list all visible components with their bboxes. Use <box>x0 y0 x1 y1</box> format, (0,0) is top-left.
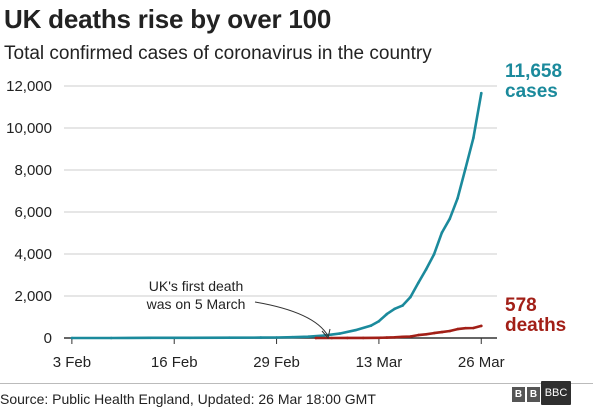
data-point-deaths <box>480 324 483 328</box>
data-point-deaths <box>361 336 365 340</box>
data-point-cases <box>259 336 263 339</box>
data-point-cases <box>70 336 74 340</box>
data-point-cases <box>393 307 397 311</box>
data-point-deaths <box>377 336 381 340</box>
data-point-cases <box>409 295 412 299</box>
data-point-cases <box>188 336 192 340</box>
data-point-deaths <box>464 326 467 330</box>
data-point-cases <box>472 136 475 140</box>
x-tick-label: 26 Mar <box>458 354 505 371</box>
y-tick-label: 8,000 <box>14 162 52 179</box>
data-point-cases <box>322 334 326 337</box>
data-point-cases <box>480 91 483 95</box>
x-tick-label: 3 Feb <box>53 354 91 371</box>
data-point-deaths <box>409 335 412 338</box>
annotation-first-death-line1: UK's first death <box>149 278 244 294</box>
data-point-deaths <box>314 336 318 340</box>
data-point-cases <box>432 253 436 256</box>
y-tick-label: 0 <box>44 330 52 347</box>
source-note: Source: Public Health England, Updated: … <box>0 391 376 407</box>
annotation-arrowhead <box>321 328 331 340</box>
bbc-logo-letter-2: B <box>527 387 540 402</box>
chart-title: UK deaths rise by over 100 <box>4 4 332 34</box>
data-point-cases <box>109 336 113 340</box>
cases-end-label: cases <box>505 81 558 102</box>
data-point-cases <box>338 332 341 335</box>
footer-divider <box>0 383 593 384</box>
data-point-cases <box>369 324 373 327</box>
annotation-first-death-line2: was on 5 March <box>146 296 246 312</box>
data-point-cases <box>456 197 459 200</box>
y-tick-label: 4,000 <box>14 246 52 263</box>
data-point-cases <box>228 336 231 340</box>
annotation-arrow <box>254 301 329 337</box>
series-line-cases <box>70 91 483 340</box>
data-point-cases <box>275 336 278 339</box>
data-point-cases <box>149 336 152 340</box>
x-tick-label: 16 Feb <box>151 354 198 371</box>
bbc-tag: BBC <box>541 381 571 405</box>
data-point-deaths <box>432 331 436 335</box>
data-point-cases <box>464 167 467 170</box>
cases-end-value: 11,658 <box>505 61 562 82</box>
chart-subtitle: Total confirmed cases of coronavirus in … <box>4 43 432 64</box>
data-point-cases <box>385 312 389 316</box>
data-point-cases <box>354 328 357 332</box>
data-point-deaths <box>440 330 444 334</box>
series-line-deaths <box>314 324 483 340</box>
data-point-cases <box>448 217 452 220</box>
data-point-deaths <box>346 336 349 340</box>
data-point-cases <box>417 281 420 285</box>
data-point-cases <box>424 268 428 271</box>
data-point-deaths <box>456 327 459 331</box>
data-point-deaths <box>385 336 389 339</box>
y-tick-label: 10,000 <box>6 120 52 137</box>
data-point-deaths <box>393 336 397 339</box>
y-tick-label: 2,000 <box>14 288 52 305</box>
data-point-cases <box>440 231 444 234</box>
chart-plot: 0 2,000 4,000 6,000 8,000 10,000 12,000 3 Feb 1… <box>6 61 566 371</box>
data-point-cases <box>401 304 404 307</box>
data-point-deaths <box>472 326 475 330</box>
deaths-end-label: deaths <box>505 315 566 336</box>
data-point-cases <box>306 335 310 339</box>
deaths-end-value: 578 <box>505 295 537 316</box>
data-point-deaths <box>330 336 334 340</box>
data-point-cases <box>377 319 381 323</box>
x-tick-label: 13 Mar <box>356 354 403 371</box>
y-tick-label: 12,000 <box>6 78 52 95</box>
y-tick-label: 6,000 <box>14 204 52 221</box>
data-point-deaths <box>401 335 404 339</box>
data-point-deaths <box>448 329 452 333</box>
x-tick-label: 29 Feb <box>253 354 300 371</box>
data-point-deaths <box>417 333 420 337</box>
data-point-deaths <box>424 333 428 336</box>
bbc-logo-letter-1: B <box>512 387 525 402</box>
data-point-cases <box>291 335 294 339</box>
